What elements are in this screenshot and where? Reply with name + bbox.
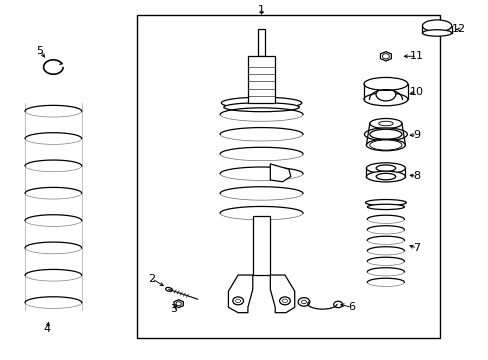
Text: 12: 12 (451, 24, 465, 35)
Ellipse shape (366, 163, 405, 174)
Text: 10: 10 (409, 87, 423, 97)
Circle shape (235, 299, 240, 303)
Ellipse shape (369, 118, 401, 129)
Bar (258, 30, 264, 56)
Circle shape (301, 300, 306, 304)
Ellipse shape (366, 204, 404, 210)
Text: 1: 1 (258, 5, 264, 15)
Ellipse shape (369, 129, 401, 139)
Bar (137, 15, 439, 338)
Bar (247, 56, 274, 103)
Ellipse shape (369, 140, 401, 150)
Text: 6: 6 (347, 302, 355, 312)
Text: 8: 8 (413, 171, 420, 181)
Ellipse shape (363, 93, 407, 106)
Text: 2: 2 (148, 274, 155, 284)
Text: 3: 3 (170, 304, 177, 314)
Text: 5: 5 (36, 46, 43, 56)
Ellipse shape (366, 139, 405, 151)
Polygon shape (380, 51, 390, 61)
Polygon shape (270, 164, 290, 182)
Polygon shape (174, 300, 183, 308)
Polygon shape (228, 275, 252, 313)
Ellipse shape (165, 287, 172, 291)
Ellipse shape (375, 88, 395, 101)
Text: 7: 7 (413, 243, 420, 253)
Ellipse shape (364, 128, 407, 141)
Circle shape (333, 301, 342, 308)
Ellipse shape (366, 171, 405, 182)
Ellipse shape (224, 103, 299, 112)
Ellipse shape (221, 97, 301, 109)
Ellipse shape (375, 173, 395, 180)
Circle shape (176, 302, 181, 306)
Text: 4: 4 (43, 324, 50, 334)
Ellipse shape (365, 199, 406, 206)
Ellipse shape (422, 20, 451, 32)
Ellipse shape (422, 30, 451, 36)
Bar (252, 216, 270, 275)
Text: 11: 11 (409, 51, 423, 61)
Circle shape (298, 298, 309, 306)
Circle shape (232, 297, 243, 305)
Ellipse shape (375, 165, 395, 171)
Polygon shape (270, 275, 294, 313)
Circle shape (279, 297, 290, 305)
Ellipse shape (363, 77, 407, 90)
Circle shape (382, 54, 388, 59)
Circle shape (282, 299, 287, 303)
Ellipse shape (378, 121, 392, 126)
Text: 9: 9 (413, 130, 420, 140)
